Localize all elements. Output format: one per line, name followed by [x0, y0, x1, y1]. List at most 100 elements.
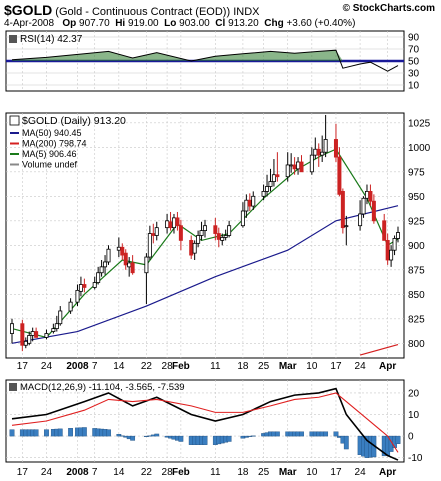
x-axis-label: 24 [41, 361, 53, 372]
rsi-label: RSI(14) 42.37 [20, 34, 83, 45]
candle-body [220, 237, 225, 241]
candle-body [96, 272, 101, 283]
candle-body [323, 139, 328, 153]
price-tick-label: 800 [408, 339, 425, 350]
candle-body [316, 148, 321, 156]
x-axis-label: 10 [306, 361, 318, 372]
close-value: 913.20 [228, 18, 259, 29]
candle-body [361, 197, 366, 215]
x-axis-label: 18 [237, 361, 249, 372]
candle-body [103, 261, 108, 268]
candle-body [261, 190, 266, 197]
x-axis-label: Feb [172, 467, 190, 478]
candle-body [116, 246, 121, 251]
macd-label: MACD(12,26,9) -11.104, -3.565, -7.539 [20, 382, 185, 393]
rsi-tick-label: 10 [408, 81, 420, 92]
candle-body [223, 235, 228, 238]
price-tick-label: 925 [408, 216, 425, 227]
macd-signal-line [11, 392, 399, 453]
price-title: $GOLD (Daily) 913.20 [22, 115, 126, 127]
x-axis-label: 11 [210, 467, 221, 478]
price-tick-label: 850 [408, 290, 425, 301]
candle-body [23, 340, 28, 346]
x-axis-label: 7 [92, 361, 98, 372]
rsi-tick-label: 30 [408, 69, 420, 80]
candle-body [389, 249, 394, 261]
price-tick-label: 900 [408, 241, 425, 252]
candle-body [275, 174, 280, 178]
candle-body [285, 164, 290, 178]
macd-histogram-bar [274, 431, 280, 437]
low-label: Lo [164, 18, 177, 29]
candle-body [189, 239, 194, 256]
rsi-line [11, 49, 399, 72]
candle-body [58, 310, 63, 325]
ma-line-ma50 [11, 205, 399, 344]
candle-body [368, 190, 373, 202]
quote-row: 4-Apr-2008 Op 907.70 Hi 919.00 Lo 903.00… [4, 18, 355, 29]
candle-body [364, 190, 369, 199]
candle-body [78, 284, 83, 292]
rsi-legend-swatch [9, 35, 17, 43]
ma-line-ma200 [359, 343, 399, 356]
x-axis-label: 25 [258, 467, 270, 478]
candle-body [120, 246, 125, 256]
x-axis-label: 17 [330, 361, 342, 372]
price-tick-label: 1000 [408, 143, 431, 154]
change-label: Chg [264, 18, 284, 29]
legend-label: MA(5) 906.46 [22, 149, 77, 159]
candle-body [240, 210, 245, 227]
candle-body [202, 225, 207, 231]
candle-body [196, 235, 201, 244]
macd-histogram-bar [202, 435, 208, 445]
x-axis-label: 17 [17, 467, 29, 478]
x-axis-label: Mar [279, 467, 297, 478]
quote-date: 4-Apr-2008 [4, 18, 55, 29]
x-axis-label: 7 [92, 467, 98, 478]
candle-body [54, 323, 59, 330]
macd-tick-label: 20 [408, 388, 420, 399]
candle-body [213, 225, 218, 234]
candle-body [199, 230, 204, 236]
high-value: 919.00 [127, 18, 159, 29]
candle-body [333, 139, 338, 158]
price-tick-label: 975 [408, 167, 425, 178]
candle-body [20, 323, 25, 346]
x-axis-label: 17 [17, 361, 29, 372]
x-axis-label: 28 [162, 361, 174, 372]
macd-histogram-bar [395, 435, 401, 444]
x-axis-label: Feb [172, 361, 190, 372]
candle-body [340, 190, 345, 229]
x-axis-label: 28 [162, 467, 174, 478]
change-value: +3.60 (+0.40%) [286, 18, 356, 29]
candle-body [216, 233, 221, 240]
candle-body [147, 233, 152, 258]
x-axis-label: Apr [379, 467, 396, 478]
candle-body [34, 331, 39, 338]
macd-histogram-bar [323, 431, 329, 437]
candle-body [271, 174, 276, 183]
candle-body [227, 225, 232, 236]
candle-body [371, 200, 376, 222]
candle-body [251, 195, 256, 207]
candle-body [123, 252, 128, 266]
copyright-label: © StockCharts.com [342, 3, 435, 14]
macd-histogram-bar [178, 435, 184, 442]
high-label: Hi [115, 18, 126, 29]
candle-legend-icon [9, 115, 20, 126]
candle-body [154, 227, 159, 236]
x-axis-label: 14 [113, 361, 125, 372]
candle-body [247, 199, 252, 207]
x-axis-label: 18 [237, 467, 249, 478]
x-axis-label: Mar [279, 361, 297, 372]
candle-body [244, 199, 249, 212]
candle-body [313, 148, 318, 156]
candle-body [392, 238, 397, 251]
price-tick-label: 950 [408, 192, 425, 203]
macd-legend-swatch [9, 383, 17, 391]
macd-histogram-bar [44, 429, 49, 437]
legend-label: MA(50) 940.45 [22, 128, 82, 138]
x-axis-label: 2008 [66, 361, 89, 372]
x-axis-label: 25 [258, 361, 270, 372]
